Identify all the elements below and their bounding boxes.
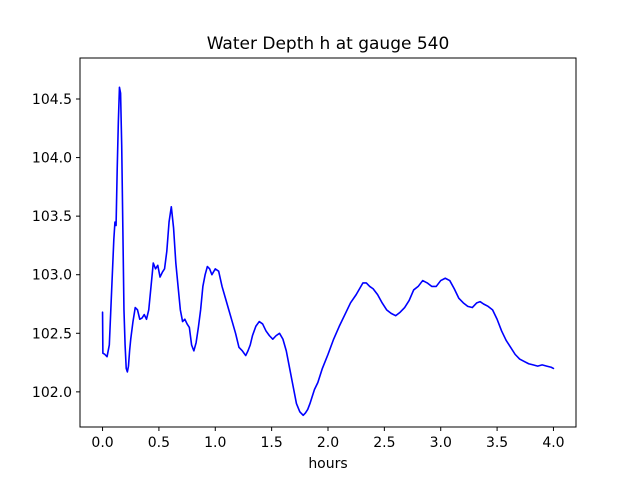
x-axis-label: hours (308, 456, 347, 472)
y-tick-label: 103.5 (32, 209, 72, 225)
x-tick-label: 1.0 (204, 435, 226, 451)
y-tick-label: 102.5 (32, 326, 72, 342)
y-tick-label: 103.0 (32, 268, 72, 284)
x-tick-label: 0.0 (91, 435, 113, 451)
x-tick-label: 2.0 (317, 435, 339, 451)
x-axis: 0.0 0.5 1.0 1.5 2.0 2.5 3.0 3.5 4.0 (91, 427, 565, 451)
y-tick-label: 102.0 (32, 385, 72, 401)
plot-area (80, 58, 576, 427)
y-axis: 102.0 102.5 103.0 103.5 104.0 104.5 (32, 92, 80, 401)
plot-frame (79, 57, 577, 428)
y-tick-label: 104.0 (32, 151, 72, 167)
x-tick-label: 0.5 (148, 435, 170, 451)
x-tick-label: 2.5 (373, 435, 395, 451)
x-tick-label: 4.0 (542, 435, 564, 451)
x-tick-label: 3.0 (430, 435, 452, 451)
x-tick-label: 3.5 (486, 435, 508, 451)
x-tick-label: 1.5 (261, 435, 283, 451)
series-line (101, 86, 555, 417)
chart-title: Water Depth h at gauge 540 (207, 34, 450, 54)
series-layer (101, 86, 555, 417)
y-tick-label: 104.5 (32, 92, 72, 108)
